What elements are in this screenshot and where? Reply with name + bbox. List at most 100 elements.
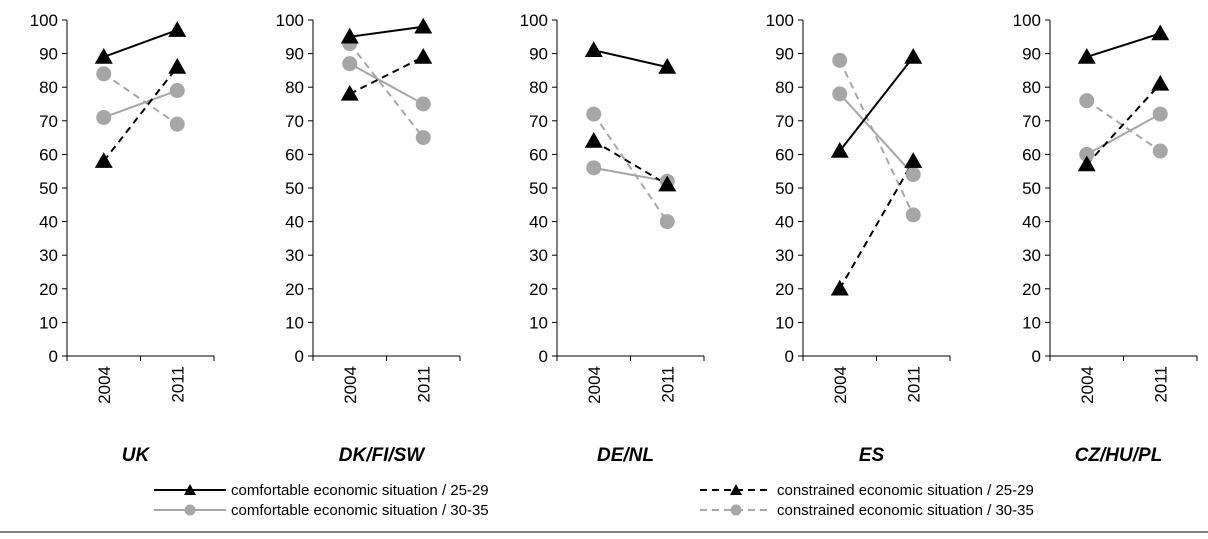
y-tick-label: 30 (285, 246, 304, 265)
data-point (169, 116, 185, 132)
y-tick-label: 50 (285, 179, 304, 198)
data-point (1079, 146, 1095, 162)
x-tick-label: 2004 (95, 366, 114, 404)
y-tick-label: 40 (529, 213, 548, 232)
series-line (838, 59, 915, 216)
y-tick-label: 80 (1022, 78, 1041, 97)
panel-dk-fi-sw: 0 10 20 30 40 50 60 70 80 90 100 2004 2011 DK/FI/SW (276, 11, 461, 466)
y-tick-label: 50 (1022, 179, 1041, 198)
panel-cz-hu-pl: 0 10 20 30 40 50 60 70 80 90 100 2004 2011 CZ/HU/PL (1013, 11, 1198, 466)
data-point (415, 96, 431, 112)
data-point (658, 175, 677, 192)
y-tick-label: 50 (529, 179, 548, 198)
y-tick-label: 100 (520, 11, 548, 30)
panel-uk: 0 10 20 30 40 50 60 70 80 90 100 2004 2011 UK (30, 11, 215, 466)
y-tick-label: 20 (1022, 280, 1041, 299)
x-tick-label: 2004 (831, 366, 850, 404)
y-tick-label: 10 (529, 313, 548, 332)
data-point (832, 52, 848, 68)
y-tick-label: 20 (775, 280, 794, 299)
y-tick-label: 0 (49, 347, 58, 366)
data-point (1152, 106, 1168, 122)
data-point (1079, 93, 1095, 109)
data-point (414, 17, 433, 34)
y-tick-label: 0 (539, 347, 548, 366)
y-tick-label: 20 (285, 280, 304, 299)
series-line (1086, 83, 1161, 166)
y-tick-label: 90 (285, 45, 304, 64)
y-tick-label: 70 (775, 112, 794, 131)
legend-item: comfortable economic situation / 30-35 (154, 502, 489, 519)
series-line (593, 49, 668, 69)
y-tick-label: 20 (529, 280, 548, 299)
legend-label: constrained economic situation / 25-29 (777, 482, 1034, 499)
series-line (593, 140, 668, 186)
y-tick-label: 40 (285, 213, 304, 232)
data-point (830, 279, 849, 296)
x-tick-label: 2011 (168, 366, 187, 403)
y-tick-label: 60 (529, 145, 548, 164)
data-point (168, 21, 187, 37)
y-tick-label: 30 (1022, 246, 1041, 265)
panel-title: UK (122, 445, 151, 466)
series-line (102, 66, 179, 162)
y-tick-label: 30 (529, 246, 548, 265)
y-tick-label: 60 (285, 145, 304, 164)
data-point (415, 130, 431, 146)
y-tick-label: 30 (39, 246, 58, 265)
data-point (96, 66, 112, 82)
panel-title: DE/NL (597, 445, 654, 466)
legend-marker (730, 484, 742, 495)
panel-title: CZ/HU/PL (1075, 445, 1163, 466)
y-tick-label: 100 (1013, 11, 1041, 30)
y-tick-label: 10 (39, 313, 58, 332)
legend-label: comfortable economic situation / 25-29 (231, 482, 489, 499)
data-point (584, 131, 603, 148)
y-tick-label: 80 (775, 78, 794, 97)
series-line (103, 89, 178, 119)
legend-item: constrained economic situation / 25-29 (700, 482, 1034, 499)
legend-item: comfortable economic situation / 25-29 (154, 482, 489, 499)
y-tick-label: 70 (1022, 112, 1041, 131)
series-line (839, 93, 914, 176)
y-tick-label: 60 (39, 145, 58, 164)
series-line (838, 160, 915, 290)
x-tick-label: 2011 (414, 366, 433, 403)
x-tick-label: 2011 (658, 366, 677, 403)
y-tick-label: 40 (39, 213, 58, 232)
x-tick-label: 2011 (904, 366, 923, 403)
y-tick-label: 100 (766, 11, 794, 30)
series-line (592, 113, 669, 223)
data-point (830, 142, 849, 158)
y-tick-label: 50 (775, 179, 794, 198)
y-tick-label: 50 (39, 179, 58, 198)
y-tick-label: 90 (39, 45, 58, 64)
y-tick-label: 60 (775, 145, 794, 164)
x-tick-label: 2004 (585, 366, 604, 404)
data-point (584, 41, 603, 57)
y-tick-label: 40 (1022, 213, 1041, 232)
data-point (659, 214, 675, 230)
legend-item: constrained economic situation / 30-35 (700, 502, 1034, 519)
legend-marker (730, 504, 742, 516)
y-tick-label: 0 (295, 347, 304, 366)
panel-title: DK/FI/SW (339, 445, 427, 466)
series-line (593, 166, 668, 183)
y-tick-label: 80 (529, 78, 548, 97)
series-line (349, 25, 424, 38)
y-tick-label: 30 (775, 246, 794, 265)
data-point (1151, 24, 1170, 41)
panel-de-nl: 0 10 20 30 40 50 60 70 80 90 100 2004 2011 DE/NL (520, 11, 705, 466)
data-point (94, 152, 113, 168)
data-point (904, 47, 923, 64)
data-point (342, 56, 358, 72)
y-tick-label: 100 (276, 11, 304, 30)
panel-es: 0 10 20 30 40 50 60 70 80 90 100 2004 2011 ES (766, 11, 951, 466)
series-line (348, 42, 425, 139)
data-point (94, 47, 113, 64)
series-line (349, 62, 424, 105)
y-tick-label: 70 (39, 112, 58, 131)
x-tick-label: 2004 (1078, 366, 1097, 404)
